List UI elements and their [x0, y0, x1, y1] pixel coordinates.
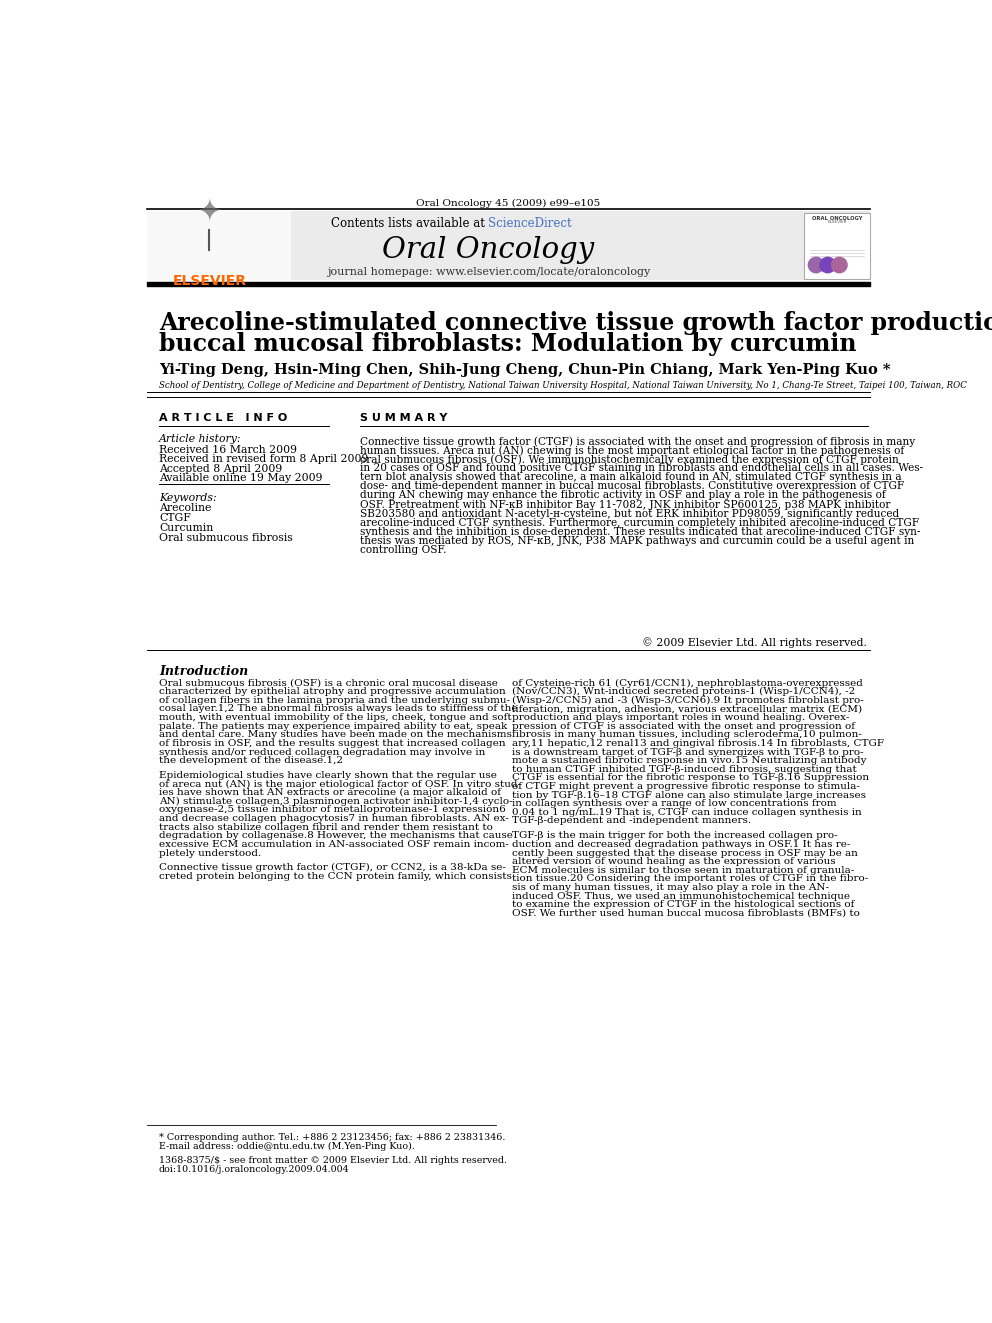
Text: Received 16 March 2009: Received 16 March 2009: [159, 446, 297, 455]
Text: and dental care. Many studies have been made on the mechanisms: and dental care. Many studies have been …: [159, 730, 512, 740]
Text: ORAL ONCOLOGY: ORAL ONCOLOGY: [811, 216, 862, 221]
Text: liferation, migration, adhesion, various extracellular matrix (ECM): liferation, migration, adhesion, various…: [512, 704, 862, 713]
Text: Curcumin: Curcumin: [159, 523, 213, 533]
Text: synthesis and/or reduced collagen degradation may involve in: synthesis and/or reduced collagen degrad…: [159, 747, 485, 757]
Text: palate. The patients may experience impaired ability to eat, speak: palate. The patients may experience impa…: [159, 721, 507, 730]
Text: creted protein belonging to the CCN protein family, which consists: creted protein belonging to the CCN prot…: [159, 872, 512, 881]
Text: SB203580 and antioxidant N-acetyl-ʜ-cysteine, but not ERK inhibitor PD98059, sig: SB203580 and antioxidant N-acetyl-ʜ-cyst…: [360, 508, 900, 519]
Text: (Wisp-2/CCN5) and -3 (Wisp-3/CCN6).9 It promotes fibroblast pro-: (Wisp-2/CCN5) and -3 (Wisp-3/CCN6).9 It …: [512, 696, 863, 705]
Text: cosal layer.1,2 The abnormal fibrosis always leads to stiffness of the: cosal layer.1,2 The abnormal fibrosis al…: [159, 704, 518, 713]
Text: E-mail address: oddie@ntu.edu.tw (M.Yen-Ping Kuo).: E-mail address: oddie@ntu.edu.tw (M.Yen-…: [159, 1142, 415, 1151]
Text: ies have shown that AN extracts or arecoline (a major alkaloid of: ies have shown that AN extracts or areco…: [159, 789, 501, 798]
Text: Arecoline: Arecoline: [159, 503, 211, 513]
Text: Oral submucous fibrosis: Oral submucous fibrosis: [159, 533, 293, 542]
Text: A R T I C L E   I N F O: A R T I C L E I N F O: [159, 413, 287, 423]
Text: of CTGF might prevent a progressive fibrotic response to stimula-: of CTGF might prevent a progressive fibr…: [512, 782, 859, 791]
Text: synthesis and the inhibition is dose-dependent. These results indicated that are: synthesis and the inhibition is dose-dep…: [360, 527, 921, 537]
Text: arecoline-induced CTGF synthesis. Furthermore, curcumin completely inhibited are: arecoline-induced CTGF synthesis. Furthe…: [360, 517, 920, 528]
Text: of areca nut (AN) is the major etiological factor of OSF. In vitro stud-: of areca nut (AN) is the major etiologic…: [159, 779, 521, 789]
Text: mote a sustained fibrotic response in vivo.15 Neutralizing antibody: mote a sustained fibrotic response in vi…: [512, 757, 866, 765]
Text: ary,11 hepatic,12 renal13 and gingival fibrosis.14 In fibroblasts, CTGF: ary,11 hepatic,12 renal13 and gingival f…: [512, 738, 884, 747]
Text: Introduction: Introduction: [159, 665, 248, 679]
Text: human tissues. Areca nut (AN) chewing is the most important etiological factor i: human tissues. Areca nut (AN) chewing is…: [360, 445, 905, 455]
Text: 1368-8375/$ - see front matter © 2009 Elsevier Ltd. All rights reserved.: 1368-8375/$ - see front matter © 2009 El…: [159, 1156, 507, 1166]
Text: is a downstream target of TGF-β and synergizes with TGF-β to pro-: is a downstream target of TGF-β and syne…: [512, 747, 863, 757]
Text: altered version of wound healing as the expression of various: altered version of wound healing as the …: [512, 857, 835, 867]
Text: of fibrosis in OSF, and the results suggest that increased collagen: of fibrosis in OSF, and the results sugg…: [159, 738, 506, 747]
Text: Article history:: Article history:: [159, 434, 241, 445]
Text: pression of CTGF is associated with the onset and progression of: pression of CTGF is associated with the …: [512, 721, 854, 730]
Text: degradation by collagenase.8 However, the mechanisms that cause: degradation by collagenase.8 However, th…: [159, 831, 513, 840]
Text: 0.04 to 1 ng/mL.19 That is, CTGF can induce collagen synthesis in: 0.04 to 1 ng/mL.19 That is, CTGF can ind…: [512, 808, 861, 816]
Text: AN) stimulate collagen,3 plasminogen activator inhibitor-1,4 cyclo-: AN) stimulate collagen,3 plasminogen act…: [159, 796, 513, 806]
Text: dose- and time-dependent manner in buccal mucosal fibroblasts. Constitutive over: dose- and time-dependent manner in bucca…: [360, 482, 905, 491]
Text: TGF-β is the main trigger for both the increased collagen pro-: TGF-β is the main trigger for both the i…: [512, 831, 837, 840]
Text: Accepted 8 April 2009: Accepted 8 April 2009: [159, 463, 282, 474]
Text: © 2009 Elsevier Ltd. All rights reserved.: © 2009 Elsevier Ltd. All rights reserved…: [642, 638, 866, 648]
Text: tion tissue.20 Considering the important roles of CTGF in the fibro-: tion tissue.20 Considering the important…: [512, 875, 868, 884]
Text: buccal mucosal fibroblasts: Modulation by curcumin: buccal mucosal fibroblasts: Modulation b…: [159, 332, 856, 356]
Text: Oral Oncology 45 (2009) e99–e105: Oral Oncology 45 (2009) e99–e105: [417, 198, 600, 208]
Text: ✦: ✦: [196, 197, 222, 226]
Text: Keywords:: Keywords:: [159, 493, 216, 503]
Text: Connective tissue growth factor (CTGF), or CCN2, is a 38-kDa se-: Connective tissue growth factor (CTGF), …: [159, 864, 506, 872]
Text: Arecoline-stimulated connective tissue growth factor production in human: Arecoline-stimulated connective tissue g…: [159, 311, 992, 335]
Text: ELSEVIER: ELSEVIER: [173, 274, 246, 288]
Text: controlling OSF.: controlling OSF.: [360, 545, 446, 554]
Text: sis of many human tissues, it may also play a role in the AN-: sis of many human tissues, it may also p…: [512, 882, 828, 892]
Text: Oral submucous fibrosis (OSF) is a chronic oral mucosal disease: Oral submucous fibrosis (OSF) is a chron…: [159, 679, 498, 688]
Text: TGF-β-dependent and -independent manners.: TGF-β-dependent and -independent manners…: [512, 816, 751, 826]
Text: to human CTGF inhibited TGF-β-induced fibrosis, suggesting that: to human CTGF inhibited TGF-β-induced fi…: [512, 765, 856, 774]
Text: Connective tissue growth factor (CTGF) is associated with the onset and progress: Connective tissue growth factor (CTGF) i…: [360, 437, 916, 447]
Text: during AN chewing may enhance the fibrotic activity in OSF and play a role in th: during AN chewing may enhance the fibrot…: [360, 491, 886, 500]
Text: and decrease collagen phagocytosis7 in human fibroblasts. AN ex-: and decrease collagen phagocytosis7 in h…: [159, 814, 509, 823]
Text: production and plays important roles in wound healing. Overex-: production and plays important roles in …: [512, 713, 849, 722]
Text: S U M M A R Y: S U M M A R Y: [360, 413, 447, 423]
Text: of Cysteine-rich 61 (Cyr61/CCN1), nephroblastoma-overexpressed: of Cysteine-rich 61 (Cyr61/CCN1), nephro…: [512, 679, 862, 688]
Text: Epidemiological studies have clearly shown that the regular use: Epidemiological studies have clearly sho…: [159, 771, 497, 781]
Text: OSF. Pretreatment with NF-κB inhibitor Bay 11-7082, JNK inhibitor SP600125, p38 : OSF. Pretreatment with NF-κB inhibitor B…: [360, 500, 891, 509]
Text: excessive ECM accumulation in AN-associated OSF remain incom-: excessive ECM accumulation in AN-associa…: [159, 840, 509, 849]
Text: journal homepage: www.elsevier.com/locate/oraloncology: journal homepage: www.elsevier.com/locat…: [326, 266, 650, 277]
Text: duction and decreased degradation pathways in OSF.1 It has re-: duction and decreased degradation pathwa…: [512, 840, 850, 849]
Text: ELSEVIER: ELSEVIER: [827, 221, 847, 225]
Text: oral submucous fibrosis (OSF). We immunohistochemically examined the expression : oral submucous fibrosis (OSF). We immuno…: [360, 454, 899, 464]
Text: tion by TGF-β.16–18 CTGF alone can also stimulate large increases: tion by TGF-β.16–18 CTGF alone can also …: [512, 791, 865, 799]
Circle shape: [820, 257, 835, 273]
Text: thesis was mediated by ROS, NF-κB, JNK, P38 MAPK pathways and curcumin could be : thesis was mediated by ROS, NF-κB, JNK, …: [360, 536, 915, 546]
Text: ScienceDirect: ScienceDirect: [488, 217, 571, 230]
Text: Available online 19 May 2009: Available online 19 May 2009: [159, 472, 322, 483]
Text: CTGF is essential for the fibrotic response to TGF-β.16 Suppression: CTGF is essential for the fibrotic respo…: [512, 774, 869, 782]
Text: tern blot analysis showed that arecoline, a main alkaloid found in AN, stimulate: tern blot analysis showed that arecoline…: [360, 472, 902, 483]
Text: fibrosis in many human tissues, including scleroderma,10 pulmon-: fibrosis in many human tissues, includin…: [512, 730, 861, 740]
Text: Yi-Ting Deng, Hsin-Ming Chen, Shih-Jung Cheng, Chun-Pin Chiang, Mark Yen-Ping Ku: Yi-Ting Deng, Hsin-Ming Chen, Shih-Jung …: [159, 363, 891, 377]
Text: oxygenase-2,5 tissue inhibitor of metalloproteinase-1 expression6: oxygenase-2,5 tissue inhibitor of metall…: [159, 806, 506, 815]
Text: (Nov/CCN3), Wnt-induced secreted proteins-1 (Wisp-1/CCN4), -2: (Nov/CCN3), Wnt-induced secreted protein…: [512, 687, 855, 696]
Text: Contents lists available at: Contents lists available at: [330, 217, 488, 230]
Text: pletely understood.: pletely understood.: [159, 848, 261, 857]
FancyBboxPatch shape: [147, 212, 870, 280]
Text: doi:10.1016/j.oraloncology.2009.04.004: doi:10.1016/j.oraloncology.2009.04.004: [159, 1166, 349, 1174]
Text: CTGF: CTGF: [159, 513, 190, 523]
Text: induced OSF. Thus, we used an immunohistochemical technique: induced OSF. Thus, we used an immunohist…: [512, 892, 849, 901]
Text: tracts also stabilize collagen fibril and render them resistant to: tracts also stabilize collagen fibril an…: [159, 823, 493, 832]
Text: of collagen fibers in the lamina propria and the underlying submu-: of collagen fibers in the lamina propria…: [159, 696, 510, 705]
Text: Received in revised form 8 April 2009: Received in revised form 8 April 2009: [159, 454, 368, 464]
Text: in collagen synthesis over a range of low concentrations from: in collagen synthesis over a range of lo…: [512, 799, 836, 808]
Text: mouth, with eventual immobility of the lips, cheek, tongue and soft: mouth, with eventual immobility of the l…: [159, 713, 512, 722]
Text: cently been suggested that the disease process in OSF may be an: cently been suggested that the disease p…: [512, 848, 857, 857]
Circle shape: [831, 257, 847, 273]
Text: Oral Oncology: Oral Oncology: [382, 235, 594, 263]
Text: OSF. We further used human buccal mucosa fibroblasts (BMFs) to: OSF. We further used human buccal mucosa…: [512, 909, 859, 918]
Text: * Corresponding author. Tel.: +886 2 23123456; fax: +886 2 23831346.: * Corresponding author. Tel.: +886 2 231…: [159, 1132, 505, 1142]
FancyBboxPatch shape: [147, 212, 291, 280]
FancyBboxPatch shape: [805, 213, 870, 279]
Text: School of Dentistry, College of Medicine and Department of Dentistry, National T: School of Dentistry, College of Medicine…: [159, 381, 967, 389]
Circle shape: [808, 257, 823, 273]
Text: the development of the disease.1,2: the development of the disease.1,2: [159, 757, 343, 765]
Text: to examine the expression of CTGF in the histological sections of: to examine the expression of CTGF in the…: [512, 900, 854, 909]
Text: in 20 cases of OSF and found positive CTGF staining in fibroblasts and endotheli: in 20 cases of OSF and found positive CT…: [360, 463, 924, 474]
Text: ECM molecules is similar to those seen in maturation of granula-: ECM molecules is similar to those seen i…: [512, 865, 854, 875]
Text: characterized by epithelial atrophy and progressive accumulation: characterized by epithelial atrophy and …: [159, 687, 506, 696]
